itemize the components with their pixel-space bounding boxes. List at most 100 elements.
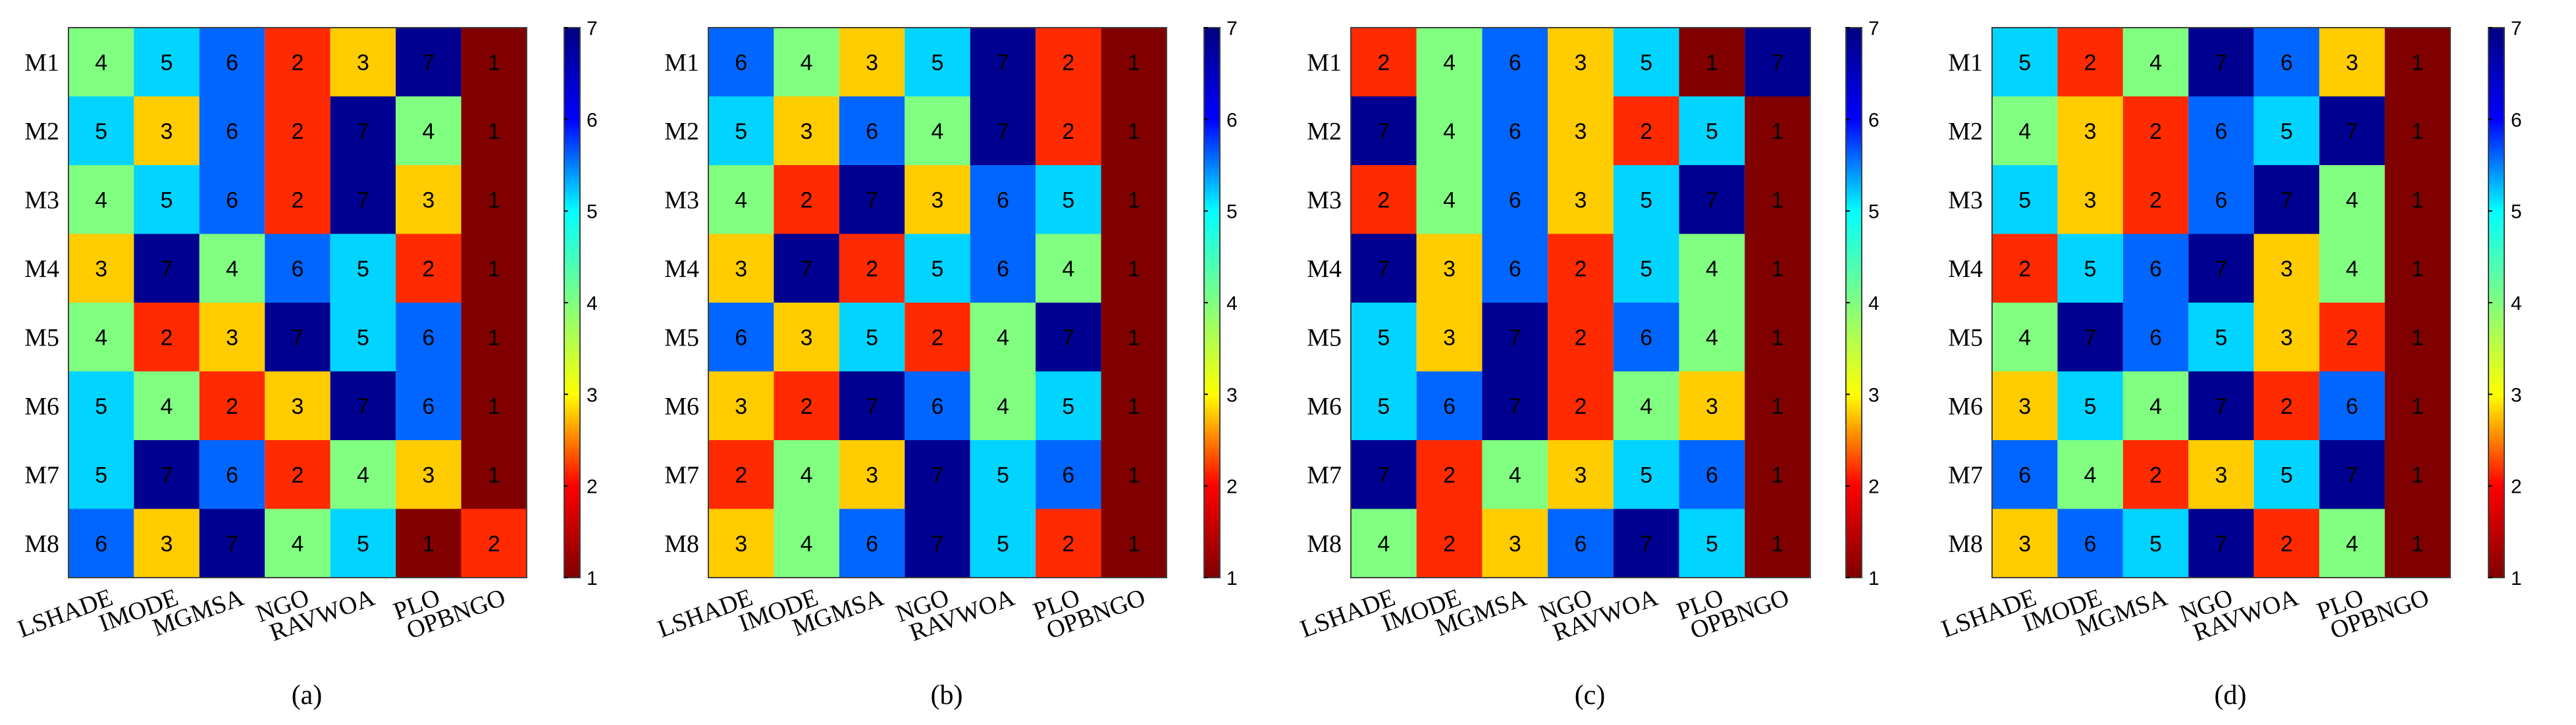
cell-value-label: 1 [1772,532,1784,557]
heatmap-cell [396,234,461,303]
heatmap-cell [1992,371,2058,440]
cell-value-label: 1 [1128,394,1140,419]
heatmap-cell [1036,234,1101,303]
heatmap-cell [905,234,970,303]
cell-value-label: 4 [2346,257,2358,282]
heatmap-cell [2319,371,2385,440]
heatmap-cell [396,440,461,509]
cell-value-label: 3 [1575,50,1587,75]
cell-value-label: 1 [1128,188,1140,213]
heatmap-cell [396,28,461,97]
cell-value-label: 4 [95,188,107,213]
cell-value-label: 2 [2149,463,2162,488]
row-tick-label: M6 [1307,393,1342,420]
cell-value-label: 3 [735,394,747,419]
cell-value-label: 1 [1128,50,1140,75]
cell-value-label: 2 [488,532,500,557]
heatmap-cell [134,234,199,303]
cell-value-label: 7 [866,394,878,419]
cell-value-label: 6 [866,119,878,144]
cell-value-label: 4 [735,188,747,213]
cell-value-label: 2 [1443,532,1456,557]
heatmap-cell [330,28,396,97]
colorbar-tick-label: 5 [1226,201,1238,223]
cell-value-label: 4 [1706,325,1718,350]
heatmap-cell [2384,440,2450,509]
heatmap-cell [461,234,527,303]
heatmap-cell [2188,440,2254,509]
heatmap-cell [2188,165,2254,234]
heatmap-cell [1416,303,1483,372]
heatmap-cell [1416,509,1483,578]
cell-value-label: 1 [1128,325,1140,350]
heatmap-cell [1745,234,1810,303]
cell-value-label: 4 [357,463,369,488]
cell-value-label: 1 [2411,325,2424,350]
heatmap-cell [1679,303,1745,372]
colorbar-tick-label: 5 [1868,201,1879,223]
cell-value-label: 4 [95,325,107,350]
heatmap-cell [2057,234,2123,303]
heatmap-cell [2122,440,2189,509]
cell-value-label: 5 [95,394,107,419]
heatmap-cell [2057,371,2123,440]
cell-value-label: 4 [1062,257,1074,282]
heatmap-cell [68,165,134,234]
heatmap-cell [1745,165,1810,234]
cell-value-label: 7 [2215,50,2228,75]
heatmap-cell [708,371,774,440]
cell-value-label: 1 [2411,394,2424,419]
cell-value-label: 4 [1443,188,1456,213]
heatmap-cell [708,165,774,234]
heatmap-cell [1548,234,1614,303]
heatmap-cell [1613,96,1679,165]
heatmap-cell [708,28,774,97]
heatmap-cell [1992,440,2058,509]
cell-value-label: 5 [2280,119,2293,144]
heatmap-cell [1482,234,1548,303]
cell-value-label: 4 [2149,50,2162,75]
cell-value-label: 7 [1062,325,1074,350]
colorbar-tick-label: 3 [2511,384,2522,406]
heatmap-cell [1351,509,1417,578]
cell-value-label: 5 [357,257,369,282]
cell-value-label: 7 [161,257,173,282]
cell-value-label: 4 [226,257,238,282]
cell-value-label: 1 [1706,50,1718,75]
colorbar-tick-label: 7 [1226,18,1238,39]
cell-value-label: 7 [422,50,434,75]
cell-value-label: 2 [1443,463,1456,488]
heatmap-cell [1613,440,1679,509]
cell-value-label: 2 [2084,50,2097,75]
heatmap-cell [1679,96,1745,165]
cell-value-label: 3 [95,257,107,282]
cell-value-label: 6 [1575,532,1587,557]
heatmap-cell [461,28,527,97]
heatmap-cell [2122,509,2189,578]
cell-value-label: 1 [488,257,500,282]
panel-label: (b) [931,680,963,711]
heatmap-cell [774,440,839,509]
heatmap-cell [1482,165,1548,234]
cell-value-label: 6 [1509,50,1521,75]
heatmap-cell [2188,371,2254,440]
colorbar-tick-label: 3 [1868,384,1879,406]
cell-value-label: 4 [292,532,304,557]
heatmap-panel-4: 5 2 4 7 6 3 1 4 3 2 6 5 7 1 5 3 2 6 7 4 1 2 5 6 7 3 4 1 4 7 6 5 3 2 1 3 5 4 7 2… [1938,18,2522,711]
heatmap-cell [2253,28,2320,97]
heatmap-cell [1416,371,1483,440]
heatmap-cell [1351,371,1417,440]
cell-value-label: 2 [2280,394,2293,419]
cell-value-label: 2 [292,188,304,213]
heatmap-cell [839,234,905,303]
heatmap-cell [2057,440,2123,509]
cell-value-label: 3 [2280,325,2293,350]
heatmap-cell [134,371,199,440]
heatmap-cell [265,371,330,440]
cell-value-label: 1 [422,532,434,557]
cell-value-label: 2 [735,463,747,488]
heatmap-cell [905,303,970,372]
heatmap-cell [2122,165,2189,234]
row-tick-label: M3 [1948,186,1983,214]
heatmap-cell [396,96,461,165]
